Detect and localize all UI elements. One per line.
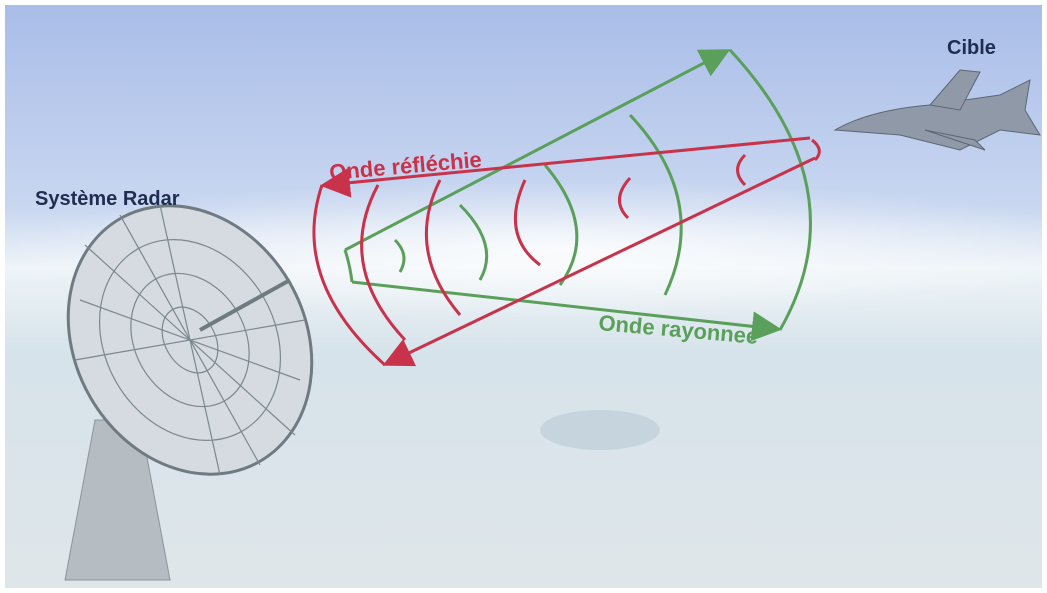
radar-dish [64,204,314,581]
reflected-wave [312,136,821,367]
lake [540,410,660,450]
jet [833,69,1041,151]
radar-label: Système Radar [35,188,180,210]
radiated-wave [343,48,812,342]
target-label: Cible [947,37,996,59]
